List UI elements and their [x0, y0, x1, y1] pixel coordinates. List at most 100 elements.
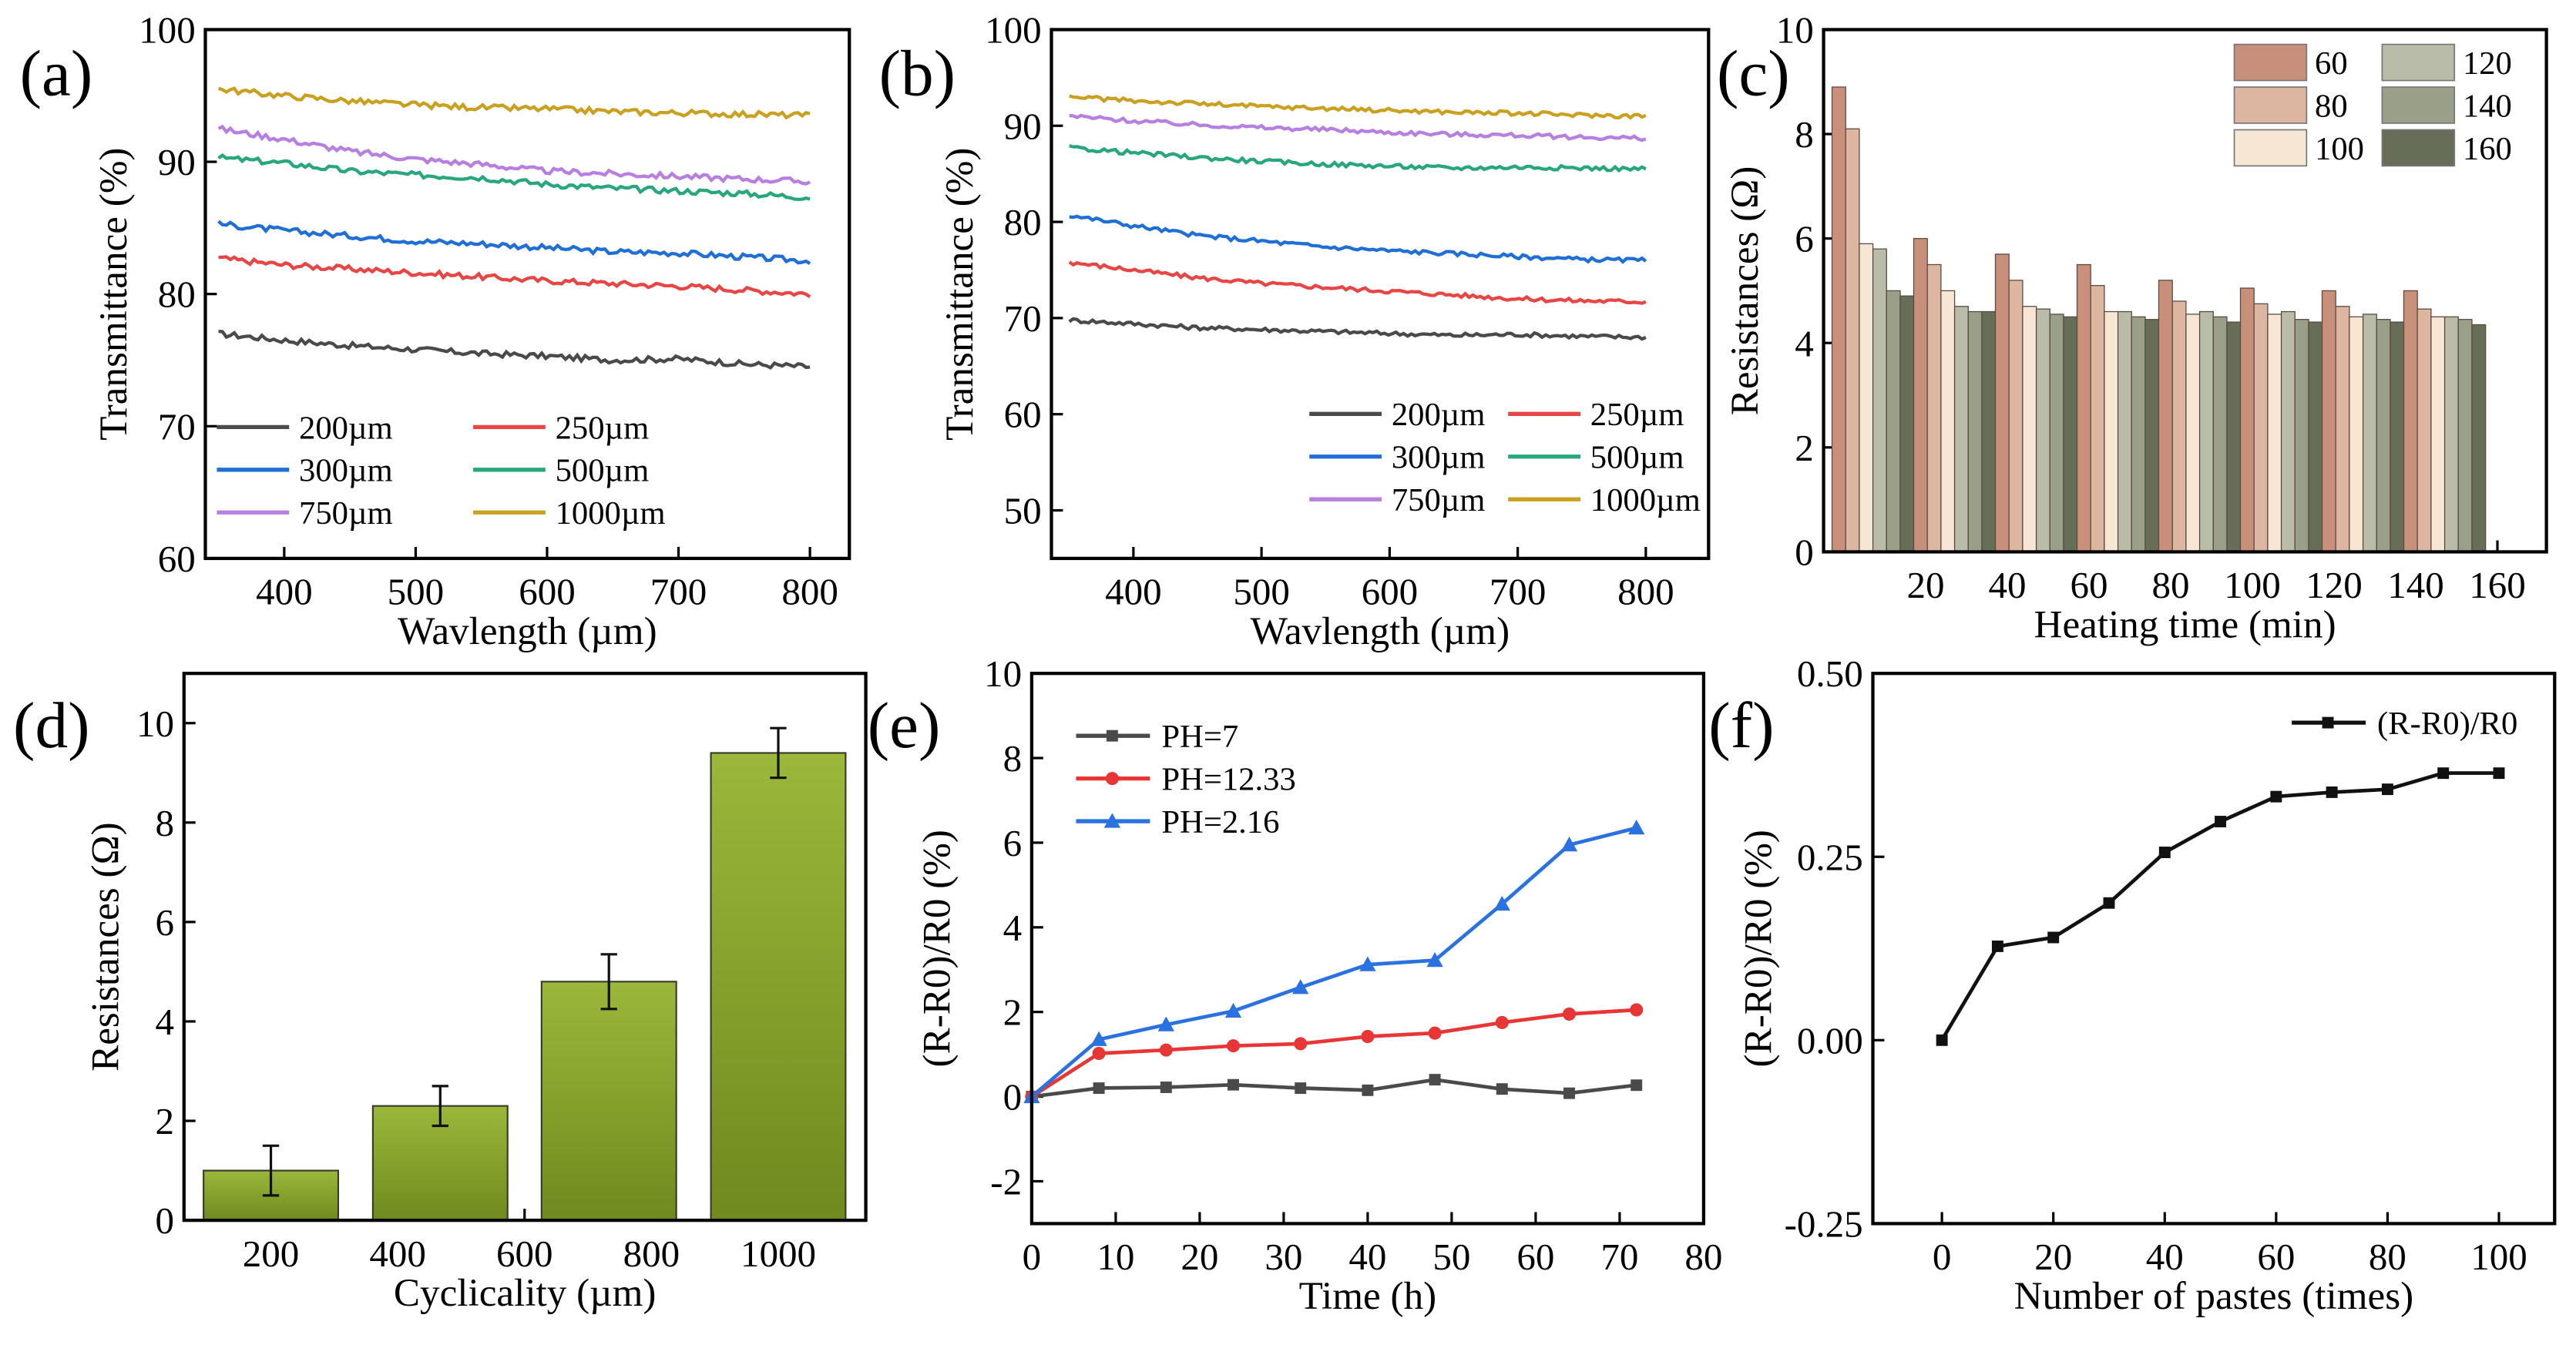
y-axis-label: Resistances (Ω): [1723, 166, 1767, 416]
axes-frame: [1050, 28, 1711, 561]
data-point: [1157, 1016, 1174, 1031]
bar: [2280, 310, 2296, 553]
data-point: [1426, 952, 1443, 968]
x-axis-label: Wavlength (µm): [1251, 609, 1510, 653]
legend-label: PH=7: [1161, 719, 1238, 755]
legend-marker: [1106, 729, 1118, 742]
bar: [1940, 290, 1956, 553]
bar: [2239, 287, 2255, 553]
series-line-200µm: [1068, 317, 1647, 341]
x-axis-label: Number of pastes (times): [2014, 1274, 2414, 1318]
panel-label: (d): [13, 689, 89, 762]
x-tick-label: 0: [1023, 1236, 1042, 1278]
y-tick-label: 0.00: [1797, 1019, 1863, 1062]
bar: [2294, 319, 2309, 553]
y-tick-label: 10: [136, 703, 174, 745]
bar: [2185, 314, 2201, 553]
x-tick-label: 30: [1264, 1236, 1302, 1278]
x-tick-label: 600: [519, 571, 576, 613]
y-tick-label: -2: [990, 1161, 1022, 1203]
legend-marker: [1105, 772, 1119, 786]
y-tick-label: 0.25: [1797, 836, 1863, 878]
series-line-300µm: [217, 220, 811, 266]
data-point: [2215, 816, 2227, 827]
data-point: [1563, 1087, 1575, 1099]
bar: [710, 752, 847, 1222]
legend-label: 80: [2315, 88, 2348, 124]
axes-frame: [1871, 672, 2557, 1226]
x-tick-label: 700: [1490, 571, 1547, 613]
data-point: [1224, 1002, 1242, 1018]
bar: [2022, 306, 2037, 553]
bar: [2226, 321, 2242, 553]
legend-marker: [1103, 813, 1121, 828]
legend-label: 120: [2463, 45, 2512, 82]
x-tick-label: 100: [2224, 564, 2281, 606]
x-tick-label: 400: [256, 571, 313, 613]
x-tick-label: 60: [1516, 1236, 1554, 1278]
bar: [1994, 253, 2010, 553]
legend-label: 500µm: [1590, 440, 1684, 476]
x-tick-label: 80: [2369, 1236, 2406, 1278]
x-tick-label: 200: [243, 1233, 300, 1275]
bar: [2376, 319, 2391, 553]
y-tick-label: 60: [158, 538, 196, 580]
axes-frame: [182, 672, 868, 1223]
bar: [2443, 316, 2459, 553]
bar: [2362, 314, 2377, 553]
x-tick-label: 500: [1233, 571, 1290, 613]
legend-label: 140: [2463, 88, 2512, 124]
bar: [1859, 243, 1874, 553]
data-point: [1092, 1047, 1106, 1061]
panel-label: (f): [1708, 689, 1774, 762]
bar: [2008, 280, 2024, 553]
y-tick-label: 0: [1003, 1076, 1023, 1119]
x-tick-label: 600: [496, 1233, 553, 1275]
legend-label: 250µm: [1590, 397, 1684, 433]
x-tick-label: 140: [2387, 564, 2444, 606]
y-tick-label: 60: [1004, 394, 1042, 436]
panel-label: (c): [1717, 38, 1790, 110]
y-tick-label: 4: [1003, 907, 1023, 949]
y-tick-label: 70: [158, 405, 196, 448]
data-point: [2270, 790, 2282, 803]
y-axis-label: Transmittance (%): [938, 148, 982, 441]
legend-label: 300µm: [299, 453, 393, 489]
legend-label: 200µm: [1392, 397, 1486, 433]
data-point: [2437, 767, 2450, 780]
x-tick-label: 600: [1362, 571, 1419, 613]
legend-marker: [2322, 716, 2334, 729]
bar: [1913, 237, 1928, 553]
axes-frame: [1029, 672, 1706, 1226]
x-axis-label: Time (h): [1299, 1274, 1437, 1318]
bar: [1886, 290, 1901, 553]
data-point: [1159, 1043, 1173, 1057]
legend-label: 500µm: [556, 453, 650, 489]
data-point: [1226, 1039, 1241, 1053]
data-point: [1429, 1074, 1441, 1086]
legend-label: 200µm: [299, 410, 393, 446]
bar: [2090, 284, 2105, 553]
series-line-PH=7: [1031, 1078, 1637, 1098]
data-point: [1936, 1034, 1948, 1046]
y-tick-label: 10: [984, 652, 1022, 695]
x-tick-label: 100: [2470, 1236, 2527, 1278]
panel-b: (b) 50 60 70 80 90 100 400 500 600 700 800 Wavlength…: [879, 8, 1711, 653]
bar: [1899, 295, 1915, 553]
x-tick-label: 60: [2071, 564, 2108, 606]
series-line-1000µm: [1069, 94, 1647, 120]
legend-swatch: [2381, 43, 2456, 82]
bar: [2335, 306, 2350, 553]
y-tick-label: 80: [158, 273, 196, 316]
data-point: [1294, 1037, 1308, 1051]
x-tick-label: 120: [2306, 564, 2363, 606]
bar: [2471, 324, 2487, 553]
bar: [2457, 319, 2473, 553]
x-tick-label: 50: [1432, 1236, 1470, 1278]
bar: [2049, 314, 2064, 553]
panel-label: (b): [879, 38, 956, 110]
y-tick-label: -0.25: [1785, 1202, 1863, 1245]
data-point: [1362, 1084, 1374, 1096]
y-tick-label: 2: [1795, 427, 1814, 469]
